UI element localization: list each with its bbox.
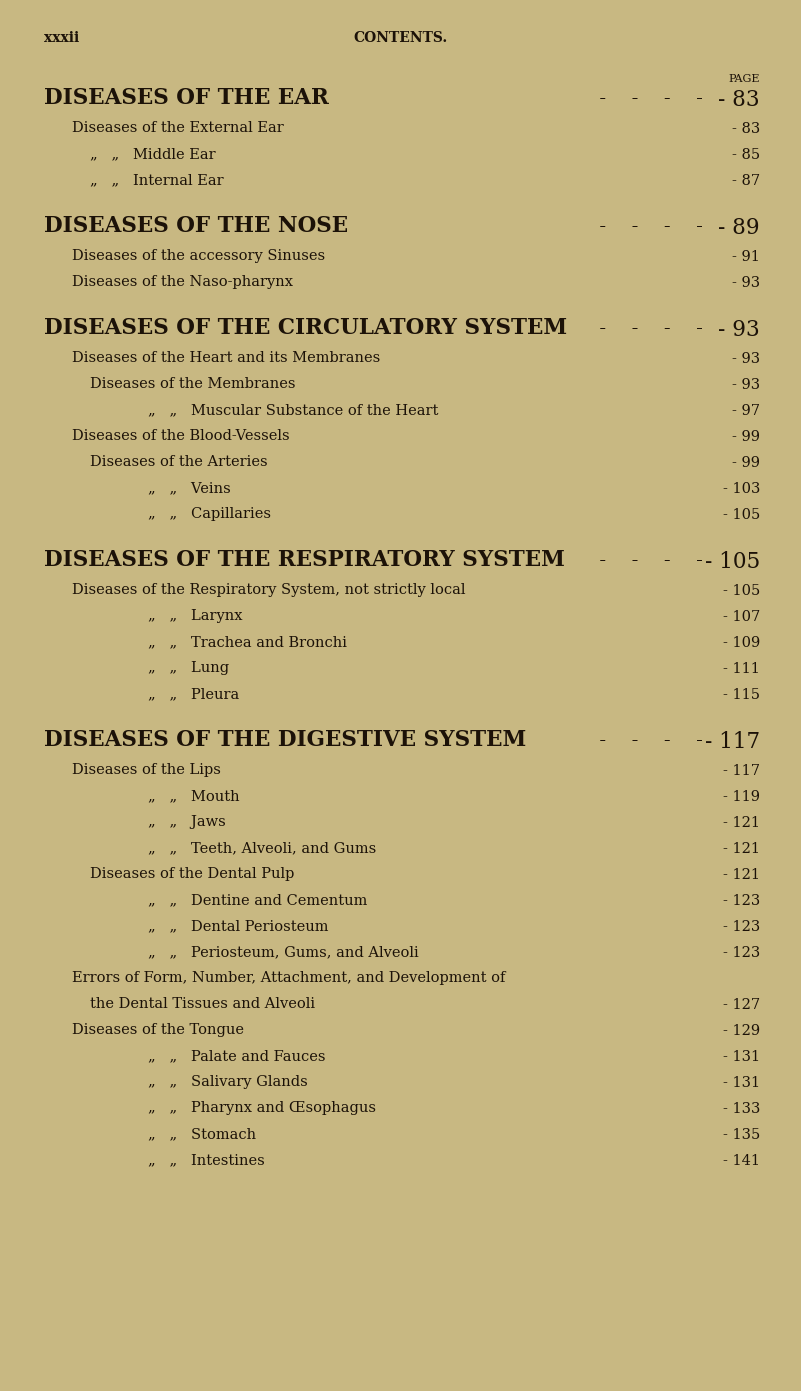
Text: - 93: - 93 (732, 378, 760, 392)
Text: - 103: - 103 (723, 483, 760, 497)
Text: „   „   Dental Periosteum: „ „ Dental Periosteum (148, 919, 328, 933)
Text: Diseases of the Blood-Vessels: Diseases of the Blood-Vessels (72, 428, 290, 442)
Text: - 111: - 111 (723, 662, 760, 676)
Text: Diseases of the Lips: Diseases of the Lips (72, 764, 221, 778)
Text: - 131: - 131 (723, 1077, 760, 1091)
Text: - 99: - 99 (732, 430, 760, 444)
Text: Diseases of the accessory Sinuses: Diseases of the accessory Sinuses (72, 249, 325, 263)
Text: - 105: - 105 (723, 584, 760, 598)
Text: „   „   Pharynx and Œsophagus: „ „ Pharynx and Œsophagus (148, 1102, 376, 1116)
Text: - 119: - 119 (723, 790, 760, 804)
Text: - 93: - 93 (718, 319, 760, 341)
Text: - 133: - 133 (723, 1102, 760, 1116)
Text: „   „   Larynx: „ „ Larynx (148, 609, 243, 623)
Text: the Dental Tissues and Alveoli: the Dental Tissues and Alveoli (90, 997, 315, 1011)
Text: - 123: - 123 (723, 946, 760, 960)
Text: „   „   Capillaries: „ „ Capillaries (148, 506, 271, 522)
Text: DISEASES OF THE DIGESTIVE SYSTEM: DISEASES OF THE DIGESTIVE SYSTEM (44, 729, 526, 751)
Text: „   „   Teeth, Alveoli, and Gums: „ „ Teeth, Alveoli, and Gums (148, 842, 376, 855)
Text: „   „   Trachea and Bronchi: „ „ Trachea and Bronchi (148, 636, 347, 650)
Text: Errors of Form, Number, Attachment, and Development of: Errors of Form, Number, Attachment, and … (72, 971, 505, 985)
Text: - 89: - 89 (718, 217, 760, 239)
Text: „   „   Muscular Substance of the Heart: „ „ Muscular Substance of the Heart (148, 403, 438, 417)
Text: -    -    -    -: - - - - (593, 217, 722, 236)
Text: DISEASES OF THE RESPIRATORY SYSTEM: DISEASES OF THE RESPIRATORY SYSTEM (44, 549, 565, 570)
Text: „   „   Veins: „ „ Veins (148, 481, 231, 495)
Text: - 83: - 83 (732, 122, 760, 136)
Text: - 93: - 93 (732, 275, 760, 289)
Text: - 121: - 121 (723, 817, 760, 830)
Text: DISEASES OF THE CIRCULATORY SYSTEM: DISEASES OF THE CIRCULATORY SYSTEM (44, 317, 567, 339)
Text: Diseases of the Membranes: Diseases of the Membranes (90, 377, 296, 391)
Text: - 115: - 115 (723, 689, 760, 702)
Text: - 131: - 131 (723, 1050, 760, 1064)
Text: - 109: - 109 (723, 636, 760, 650)
Text: „   „   Internal Ear: „ „ Internal Ear (90, 172, 223, 186)
Text: PAGE: PAGE (728, 74, 760, 83)
Text: - 127: - 127 (723, 997, 760, 1013)
Text: - 135: - 135 (723, 1128, 760, 1142)
Text: Diseases of the External Ear: Diseases of the External Ear (72, 121, 284, 135)
Text: - 117: - 117 (705, 732, 760, 753)
Text: „   „   Salivary Glands: „ „ Salivary Glands (148, 1075, 308, 1089)
Text: xxxii: xxxii (44, 31, 79, 45)
Text: - 91: - 91 (732, 250, 760, 264)
Text: Diseases of the Dental Pulp: Diseases of the Dental Pulp (90, 867, 295, 881)
Text: - 105: - 105 (723, 508, 760, 522)
Text: „   „   Dentine and Cementum: „ „ Dentine and Cementum (148, 893, 368, 907)
Text: - 141: - 141 (723, 1155, 760, 1168)
Text: - 117: - 117 (723, 764, 760, 778)
Text: Diseases of the Respiratory System, not strictly local: Diseases of the Respiratory System, not … (72, 583, 465, 597)
Text: - 99: - 99 (732, 456, 760, 470)
Text: - 85: - 85 (732, 147, 760, 161)
Text: „   „   Stomach: „ „ Stomach (148, 1127, 256, 1141)
Text: Diseases of the Arteries: Diseases of the Arteries (90, 455, 268, 469)
Text: - 105: - 105 (705, 551, 760, 573)
Text: - 121: - 121 (723, 868, 760, 882)
Text: CONTENTS.: CONTENTS. (353, 31, 447, 45)
Text: - 87: - 87 (732, 174, 760, 188)
Text: DISEASES OF THE EAR: DISEASES OF THE EAR (44, 88, 329, 108)
Text: DISEASES OF THE NOSE: DISEASES OF THE NOSE (44, 216, 348, 236)
Text: - 123: - 123 (723, 919, 760, 933)
Text: - 107: - 107 (723, 611, 760, 625)
Text: Diseases of the Heart and its Membranes: Diseases of the Heart and its Membranes (72, 351, 380, 364)
Text: - 129: - 129 (723, 1024, 760, 1038)
Text: - 123: - 123 (723, 894, 760, 908)
Text: „   „   Palate and Fauces: „ „ Palate and Fauces (148, 1049, 325, 1063)
Text: -    -    -    -: - - - - (593, 732, 722, 750)
Text: -    -    -    -: - - - - (593, 319, 722, 338)
Text: „   „   Periosteum, Gums, and Alveoli: „ „ Periosteum, Gums, and Alveoli (148, 944, 419, 958)
Text: -    -    -    -: - - - - (593, 551, 722, 570)
Text: „   „   Jaws: „ „ Jaws (148, 815, 226, 829)
Text: - 83: - 83 (718, 89, 760, 111)
Text: „   „   Middle Ear: „ „ Middle Ear (90, 147, 215, 161)
Text: „   „   Mouth: „ „ Mouth (148, 789, 239, 803)
Text: Diseases of the Naso-pharynx: Diseases of the Naso-pharynx (72, 275, 293, 289)
Text: -    -    -    -: - - - - (593, 89, 722, 108)
Text: „   „   Pleura: „ „ Pleura (148, 687, 239, 701)
Text: „   „   Intestines: „ „ Intestines (148, 1153, 265, 1167)
Text: - 121: - 121 (723, 842, 760, 855)
Text: „   „   Lung: „ „ Lung (148, 661, 229, 675)
Text: - 93: - 93 (732, 352, 760, 366)
Text: Diseases of the Tongue: Diseases of the Tongue (72, 1022, 244, 1038)
Text: - 97: - 97 (732, 403, 760, 419)
